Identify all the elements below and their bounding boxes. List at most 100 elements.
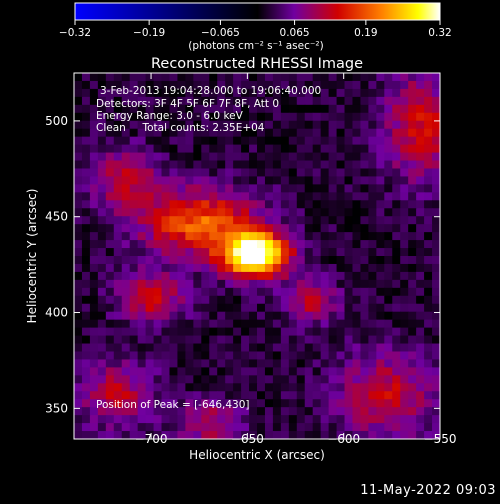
heatmap-cell [296, 73, 306, 82]
heatmap-cell [360, 240, 369, 249]
heatmap-cell [185, 367, 194, 376]
heatmap-cell [257, 295, 266, 305]
heatmap-cell [105, 144, 115, 154]
heatmap-cell [272, 208, 282, 217]
heatmap-cell [280, 248, 290, 257]
heatmap-cell [137, 287, 147, 297]
heatmap-cell [129, 240, 139, 249]
heatmap-cell [209, 168, 218, 178]
heatmap-cell [137, 399, 147, 408]
heatmap-cell [145, 176, 155, 185]
heatmap-cell [249, 319, 258, 329]
heatmap-cell [320, 351, 330, 361]
heatmap-cell [225, 256, 234, 265]
heatmap-cell [233, 120, 242, 130]
heatmap-cell [416, 232, 425, 241]
heatmap-cell [233, 311, 242, 321]
heatmap-cell [272, 256, 282, 265]
heatmap-cell [288, 120, 298, 130]
heatmap-cell [137, 176, 147, 185]
heatmap-cell [416, 176, 425, 185]
heatmap-cell [209, 327, 218, 337]
heatmap-cell [384, 248, 393, 257]
heatmap-cell [209, 144, 218, 154]
heatmap-cell [225, 391, 234, 400]
heatmap-cell [97, 152, 107, 162]
heatmap-cell [400, 415, 409, 424]
heatmap-cell [384, 184, 393, 193]
heatmap-cell [113, 327, 123, 337]
heatmap-cell [113, 287, 123, 297]
heatmap-cell [89, 367, 99, 376]
heatmap-cell [320, 96, 330, 106]
heatmap-cell [241, 176, 250, 185]
heatmap-cell [328, 423, 338, 432]
heatmap-cell [217, 303, 226, 313]
heatmap-cell [432, 104, 440, 114]
heatmap-cell [368, 96, 377, 106]
heatmap-cell [257, 415, 266, 424]
heatmap-cell [344, 128, 354, 138]
heatmap-cell [113, 383, 123, 392]
heatmap-cell [368, 407, 377, 416]
heatmap-cell [272, 232, 282, 241]
heatmap-cell [264, 407, 274, 416]
heatmap-cell [241, 120, 250, 130]
heatmap-cell [376, 232, 385, 241]
heatmap-cell [432, 80, 440, 90]
heatmap-cell [249, 216, 258, 225]
heatmap-cell [368, 176, 377, 185]
heatmap-cell [137, 383, 147, 392]
heatmap-cell [161, 176, 171, 185]
heatmap-cell [209, 128, 218, 138]
heatmap-cell [288, 303, 298, 313]
heatmap-cell [392, 399, 401, 408]
heatmap-cell [153, 112, 163, 122]
heatmap-cell [272, 327, 282, 337]
heatmap-cell [161, 168, 171, 178]
heatmap-cell [312, 279, 322, 289]
heatmap-cell [264, 256, 274, 265]
heatmap-cell [280, 232, 290, 241]
heatmap-cell [257, 224, 266, 233]
heatmap-cell [121, 287, 131, 297]
heatmap-cell [225, 407, 234, 416]
heatmap-cell [320, 391, 330, 400]
heatmap-cell [376, 327, 385, 337]
heatmap-cell [209, 367, 218, 376]
heatmap-cell [113, 375, 123, 384]
heatmap-cell [105, 343, 115, 353]
heatmap-cell [169, 128, 179, 138]
heatmap-cell [432, 279, 440, 289]
heatmap-cell [368, 168, 377, 178]
heatmap-cell [225, 184, 234, 193]
heatmap-cell [169, 279, 179, 289]
heatmap-cell [320, 168, 330, 178]
heatmap-cell [368, 200, 377, 209]
heatmap-cell [280, 343, 290, 353]
heatmap-cell [368, 104, 377, 114]
heatmap-cell [137, 327, 147, 337]
heatmap-cell [288, 88, 298, 98]
heatmap-cell [400, 240, 409, 249]
heatmap-cell [217, 248, 226, 257]
heatmap-cell [320, 248, 330, 257]
heatmap-cell [376, 391, 385, 400]
heatmap-cell [368, 80, 377, 90]
heatmap-cell [233, 248, 242, 257]
heatmap-cell [400, 279, 409, 289]
heatmap-cell [424, 224, 433, 233]
heatmap-cell [432, 383, 440, 392]
heatmap-cell [360, 73, 369, 82]
heatmap-cell [344, 136, 354, 146]
heatmap-cell [384, 256, 393, 265]
heatmap-cell [392, 160, 401, 170]
heatmap-cell [368, 144, 377, 154]
heatmap-cell [233, 391, 242, 400]
heatmap-cell [233, 104, 242, 114]
heatmap-cell [376, 104, 385, 114]
heatmap-cell [384, 343, 393, 353]
heatmap-cell [137, 168, 147, 178]
heatmap-cell [336, 176, 346, 185]
heatmap-cell [249, 399, 258, 408]
